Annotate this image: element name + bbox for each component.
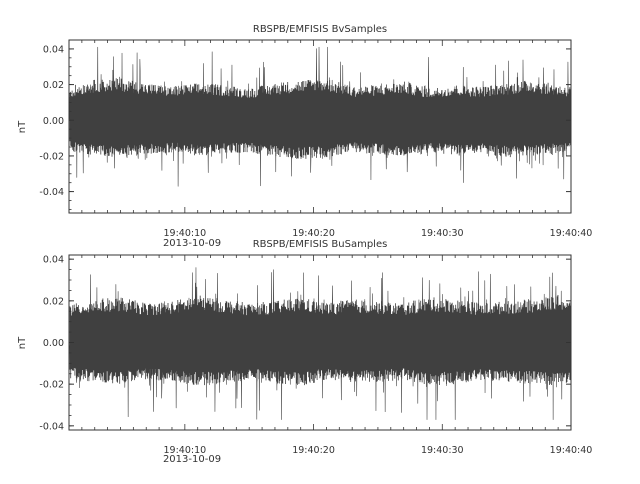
panel-1-ytick-label: -0.02: [39, 151, 64, 162]
panel-2-ytick-label: 0.00: [43, 338, 64, 349]
panel-2-xtick-label: 19:40:40: [550, 445, 593, 456]
panel-1-xtick-label: 19:40:40: [550, 228, 593, 239]
panel-2-date-label: 2013-10-09: [163, 454, 221, 465]
panel-1-xtick-label: 19:40:10: [164, 228, 207, 239]
panel-1-ytick-label: 0.00: [43, 116, 64, 127]
panel-2-xtick-label: 19:40:30: [421, 445, 464, 456]
panel-2-xtick-label: 19:40:20: [292, 445, 335, 456]
panel-1-plot-frame: [68, 39, 572, 214]
panel-2-title: RBSPB/EMFISIS BuSamples: [253, 239, 388, 250]
panel-1-ylabel: nT: [17, 120, 28, 133]
panel-1-ytick-label: -0.04: [39, 187, 64, 198]
panel-2-ytick-label: -0.02: [39, 380, 64, 391]
panel-2-xtick-label: 19:40:10: [164, 445, 207, 456]
panel-1-trace-band: [69, 78, 571, 159]
panel-2: 0.04 0.02 0.00 -0.02 -0.04 19:40:10 19:40:20 19…: [39, 254, 593, 456]
panel-2-ytick-label: 0.02: [43, 296, 64, 307]
panel-2-ytick-label: 0.04: [43, 255, 64, 266]
panel-2-ytick-label: -0.04: [39, 421, 64, 432]
panel-2-trace-band: [69, 295, 571, 386]
panel-2-ylabel: nT: [17, 336, 28, 349]
panel-1: 0.04 0.02 0.00 -0.02 -0.04 19:40:10 19:40:20 19…: [39, 39, 593, 239]
panel-1-ytick-label: 0.02: [43, 80, 64, 91]
panel-1-date-label: 2013-10-09: [163, 238, 221, 249]
panel-1-xtick-label: 19:40:30: [421, 228, 464, 239]
panel-1-ytick-label: 0.04: [43, 44, 64, 55]
panel-1-title: RBSPB/EMFISIS BvSamples: [253, 24, 387, 35]
panel-1-xtick-label: 19:40:20: [292, 228, 335, 239]
